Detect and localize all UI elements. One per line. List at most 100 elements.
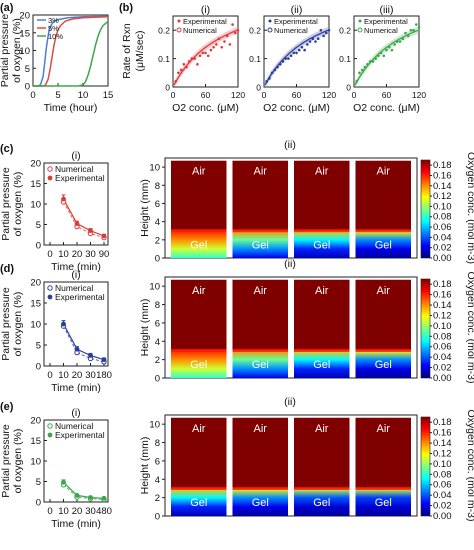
data-point <box>377 54 380 58</box>
numerical-line <box>63 484 105 500</box>
interface-band <box>232 486 288 490</box>
subplot-label: (i) <box>71 150 80 162</box>
legend-marker <box>47 294 53 300</box>
colorbar-tick-label: 0.02 <box>433 243 452 254</box>
gel-region <box>171 350 227 378</box>
colorbar <box>420 159 431 259</box>
data-point <box>393 43 396 46</box>
y-tick-label: 8 <box>155 300 160 311</box>
interface-band <box>171 486 227 490</box>
data-point <box>231 23 234 26</box>
air-label: Air <box>315 423 329 435</box>
y-tick-label: 0.2 <box>249 26 261 36</box>
interface-band <box>355 486 411 490</box>
data-point <box>303 48 306 52</box>
legend-marker <box>268 19 272 23</box>
y-tick-label: 0 <box>36 362 41 373</box>
colorbar-tick-label: 0.06 <box>433 222 452 233</box>
colorbar-tick-label: 0.08 <box>433 469 452 480</box>
y-tick-label: 8 <box>155 181 160 192</box>
data-point <box>177 71 180 75</box>
x-axis-label: O2 conc. (μM) <box>353 102 420 114</box>
data-point <box>225 34 229 38</box>
experimental-line <box>63 481 105 499</box>
gel-label: Gel <box>313 359 330 371</box>
legend-entry: Numerical <box>274 26 308 35</box>
y-tick-label: 2 <box>155 493 160 504</box>
data-point <box>412 28 415 32</box>
data-point <box>401 37 405 41</box>
data-point <box>270 71 274 75</box>
gel-region <box>232 488 288 516</box>
colorbar-tick-label: 0.00 <box>433 511 452 522</box>
legend-entry: Experimental <box>183 17 227 26</box>
panel-label-c: (c) <box>0 143 14 155</box>
air-region <box>294 160 350 231</box>
y-tick-label: 10 <box>149 420 160 431</box>
y-tick-label: 15 <box>30 179 41 190</box>
subplot-label: (ii) <box>291 4 303 16</box>
y-tick-label: 15 <box>19 28 30 39</box>
y-tick-label: 0 <box>256 83 261 93</box>
gel-region <box>294 230 350 258</box>
data-point <box>414 23 418 26</box>
y-tick-label: 0 <box>25 82 30 93</box>
y-tick-label: 0 <box>36 241 41 252</box>
air-region <box>171 417 227 489</box>
y-tick-label: 0.1 <box>158 54 170 64</box>
experimental-point <box>74 346 80 352</box>
chart-a: 0 5 10 15 20 0 5 10 15 Time (hour) Partial pressur… <box>0 11 113 115</box>
data-point <box>366 62 369 66</box>
x-tick-label: 10 <box>58 506 69 517</box>
fit-curve <box>173 29 238 86</box>
legend-marker <box>358 19 362 23</box>
legend-entry: 10% <box>48 32 63 41</box>
data-point <box>322 34 325 38</box>
x-tick-label: 15 <box>103 90 114 101</box>
colorbar-tick-label: 0.16 <box>433 290 452 301</box>
colorbar-label: Oxygen conc. (mol m-3) <box>465 152 474 264</box>
x-tick-label: 480 <box>96 506 112 517</box>
y-tick-label: 0.1 <box>249 54 261 64</box>
colorbar-tick-label: 0.02 <box>433 501 452 512</box>
air-label: Air <box>192 166 206 178</box>
air-region <box>294 417 350 489</box>
air-region <box>232 160 288 231</box>
data-point <box>278 62 282 66</box>
data-point <box>206 54 210 58</box>
experimental-point <box>61 321 66 327</box>
legend-marker <box>47 432 53 438</box>
colorbar-tick-label: 0.08 <box>433 212 452 223</box>
y-tick-label: 0.2 <box>339 26 351 36</box>
x-tick-label: 10 <box>58 370 69 381</box>
y-tick-label: 15 <box>30 299 41 310</box>
y-tick-label: 0 <box>155 254 160 265</box>
data-point <box>268 77 271 80</box>
colorbar-tick-label: 0.06 <box>433 342 452 353</box>
y-tick-label: 5 <box>36 341 41 352</box>
colorbar-tick-label: 0.12 <box>433 310 452 321</box>
gel-label: Gel <box>190 359 207 371</box>
y-tick-label: 20 <box>30 278 41 289</box>
y-axis-label: Partial pressure <box>0 14 11 88</box>
experimental-point <box>101 357 107 363</box>
air-label: Air <box>254 423 268 435</box>
x-tick-label: 90 <box>99 249 110 260</box>
data-point <box>417 26 421 29</box>
x-tick-label: 60 <box>292 90 302 100</box>
x-tick-label: 30 <box>85 370 96 381</box>
x-tick-label: 0 <box>47 249 52 260</box>
data-point <box>174 80 178 83</box>
gel-label: Gel <box>375 239 392 251</box>
y-tick-label: 0.2 <box>158 26 170 36</box>
air-label: Air <box>192 285 206 297</box>
y-tick-label: 20 <box>30 416 41 427</box>
colorbar-label: Oxygen conc. (mol m-3) <box>465 409 474 521</box>
interface-band <box>294 229 350 233</box>
x-tick-label: 0 <box>352 90 357 100</box>
data-point <box>182 62 186 66</box>
x-axis-label: O2 conc. (μM) <box>263 102 330 114</box>
data-point <box>355 80 359 83</box>
panel-label-b: (b) <box>119 2 133 14</box>
